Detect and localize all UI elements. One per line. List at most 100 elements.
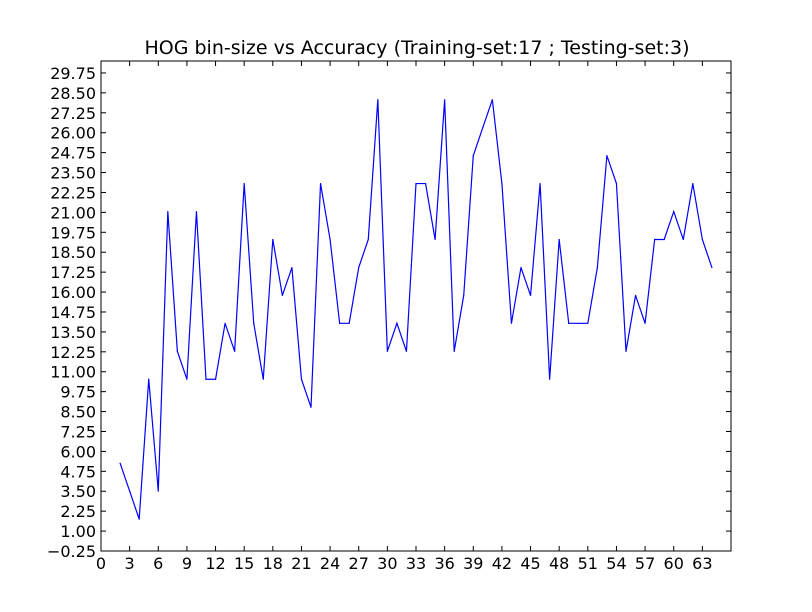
x-tick-label: 54 bbox=[606, 554, 626, 573]
data-point bbox=[396, 322, 398, 324]
data-point bbox=[386, 350, 388, 352]
data-point bbox=[176, 350, 178, 352]
data-point bbox=[673, 210, 675, 213]
data-point bbox=[195, 210, 198, 213]
data-point bbox=[606, 155, 608, 157]
y-tick-label: 29.75 bbox=[50, 64, 96, 83]
y-tick-label: 18.50 bbox=[50, 243, 96, 262]
y-tick-label: 22.25 bbox=[50, 183, 96, 202]
data-point bbox=[692, 182, 694, 185]
x-tick-label: 39 bbox=[463, 554, 483, 573]
data-point bbox=[281, 294, 283, 297]
data-point bbox=[214, 378, 217, 380]
data-point bbox=[453, 350, 455, 352]
data-point bbox=[472, 155, 474, 157]
x-tick-label: 12 bbox=[205, 554, 225, 573]
data-point bbox=[434, 238, 436, 241]
data-point bbox=[224, 322, 226, 324]
data-point bbox=[291, 266, 293, 269]
x-tick-label: 18 bbox=[263, 554, 283, 573]
y-tick-label: 27.25 bbox=[50, 104, 96, 123]
y-tick-label: 24.75 bbox=[50, 144, 96, 163]
y-tick-label: 8.50 bbox=[60, 403, 96, 422]
data-point bbox=[348, 322, 350, 324]
data-point bbox=[568, 322, 570, 324]
y-tick-label: 6.00 bbox=[60, 442, 96, 461]
data-point bbox=[711, 266, 713, 269]
y-tick-label: −0.25 bbox=[47, 542, 96, 561]
data-point bbox=[424, 182, 427, 185]
data-point bbox=[558, 238, 560, 241]
data-point bbox=[682, 238, 684, 241]
series-layer bbox=[119, 99, 713, 520]
data-point bbox=[510, 322, 513, 324]
data-point bbox=[377, 99, 379, 101]
data-point bbox=[253, 322, 255, 324]
data-point bbox=[529, 294, 532, 297]
y-tick-label: 23.50 bbox=[50, 164, 96, 183]
data-point bbox=[138, 518, 140, 520]
y-tick-label: 11.00 bbox=[50, 363, 96, 382]
data-point bbox=[539, 182, 541, 185]
y-tick-label: 28.50 bbox=[50, 84, 96, 103]
x-tick-label: 42 bbox=[492, 554, 512, 573]
data-point bbox=[148, 378, 150, 380]
plot-frame bbox=[100, 60, 732, 552]
y-tick-label: 9.75 bbox=[60, 383, 96, 402]
y-tick-label: 14.75 bbox=[50, 303, 96, 322]
x-tick-label: 60 bbox=[664, 554, 684, 573]
x-tick-label: 15 bbox=[234, 554, 254, 573]
data-point bbox=[491, 99, 493, 101]
x-tick-label: 33 bbox=[406, 554, 426, 573]
data-point bbox=[463, 294, 465, 297]
data-point bbox=[520, 266, 522, 269]
data-point bbox=[644, 322, 646, 324]
data-point bbox=[634, 294, 637, 297]
x-tick-label: 3 bbox=[125, 554, 135, 573]
data-point bbox=[663, 238, 665, 241]
y-tick-label: 16.00 bbox=[50, 283, 96, 302]
x-tick-label: 0 bbox=[96, 554, 106, 573]
data-point bbox=[205, 378, 207, 380]
y-tick-label: 1.00 bbox=[60, 522, 96, 541]
x-tick-label: 27 bbox=[349, 554, 369, 573]
y-tick-label: 13.50 bbox=[50, 323, 96, 342]
data-point bbox=[587, 322, 589, 324]
data-point bbox=[234, 350, 236, 352]
data-point bbox=[358, 266, 360, 269]
data-point bbox=[157, 490, 159, 492]
x-tick-label: 36 bbox=[434, 554, 454, 573]
x-tick-label: 21 bbox=[291, 554, 311, 573]
x-tick-label: 30 bbox=[377, 554, 397, 573]
data-point bbox=[129, 490, 131, 492]
data-point bbox=[272, 238, 274, 241]
data-point bbox=[186, 378, 188, 380]
data-point bbox=[482, 127, 484, 129]
data-point bbox=[329, 238, 331, 241]
data-point bbox=[119, 462, 121, 464]
data-point bbox=[243, 182, 245, 185]
axis-ticks: 0 3 6 9 12 15 18 21 24 27 30 33 36 39 42 45 48 51 54 57 60 63… bbox=[47, 61, 731, 573]
x-tick-label: 63 bbox=[692, 554, 712, 573]
data-point bbox=[501, 182, 503, 185]
data-point bbox=[262, 378, 264, 380]
data-point bbox=[319, 182, 322, 185]
data-point bbox=[415, 182, 417, 185]
y-tick-label: 3.50 bbox=[60, 482, 96, 501]
data-point bbox=[596, 266, 598, 269]
y-tick-label: 12.25 bbox=[50, 343, 96, 362]
data-point bbox=[367, 238, 369, 241]
x-tick-label: 51 bbox=[578, 554, 598, 573]
x-tick-label: 48 bbox=[549, 554, 569, 573]
y-tick-label: 17.25 bbox=[50, 263, 96, 282]
y-tick-label: 19.75 bbox=[50, 223, 96, 242]
y-tick-label: 26.00 bbox=[50, 124, 96, 143]
y-tick-label: 21.00 bbox=[50, 203, 96, 222]
y-tick-label: 2.25 bbox=[60, 502, 96, 521]
chart-title: HOG bin-size vs Accuracy (Training-set:1… bbox=[144, 37, 689, 59]
data-point bbox=[339, 322, 341, 324]
x-tick-label: 6 bbox=[153, 554, 163, 573]
data-point bbox=[625, 350, 627, 352]
